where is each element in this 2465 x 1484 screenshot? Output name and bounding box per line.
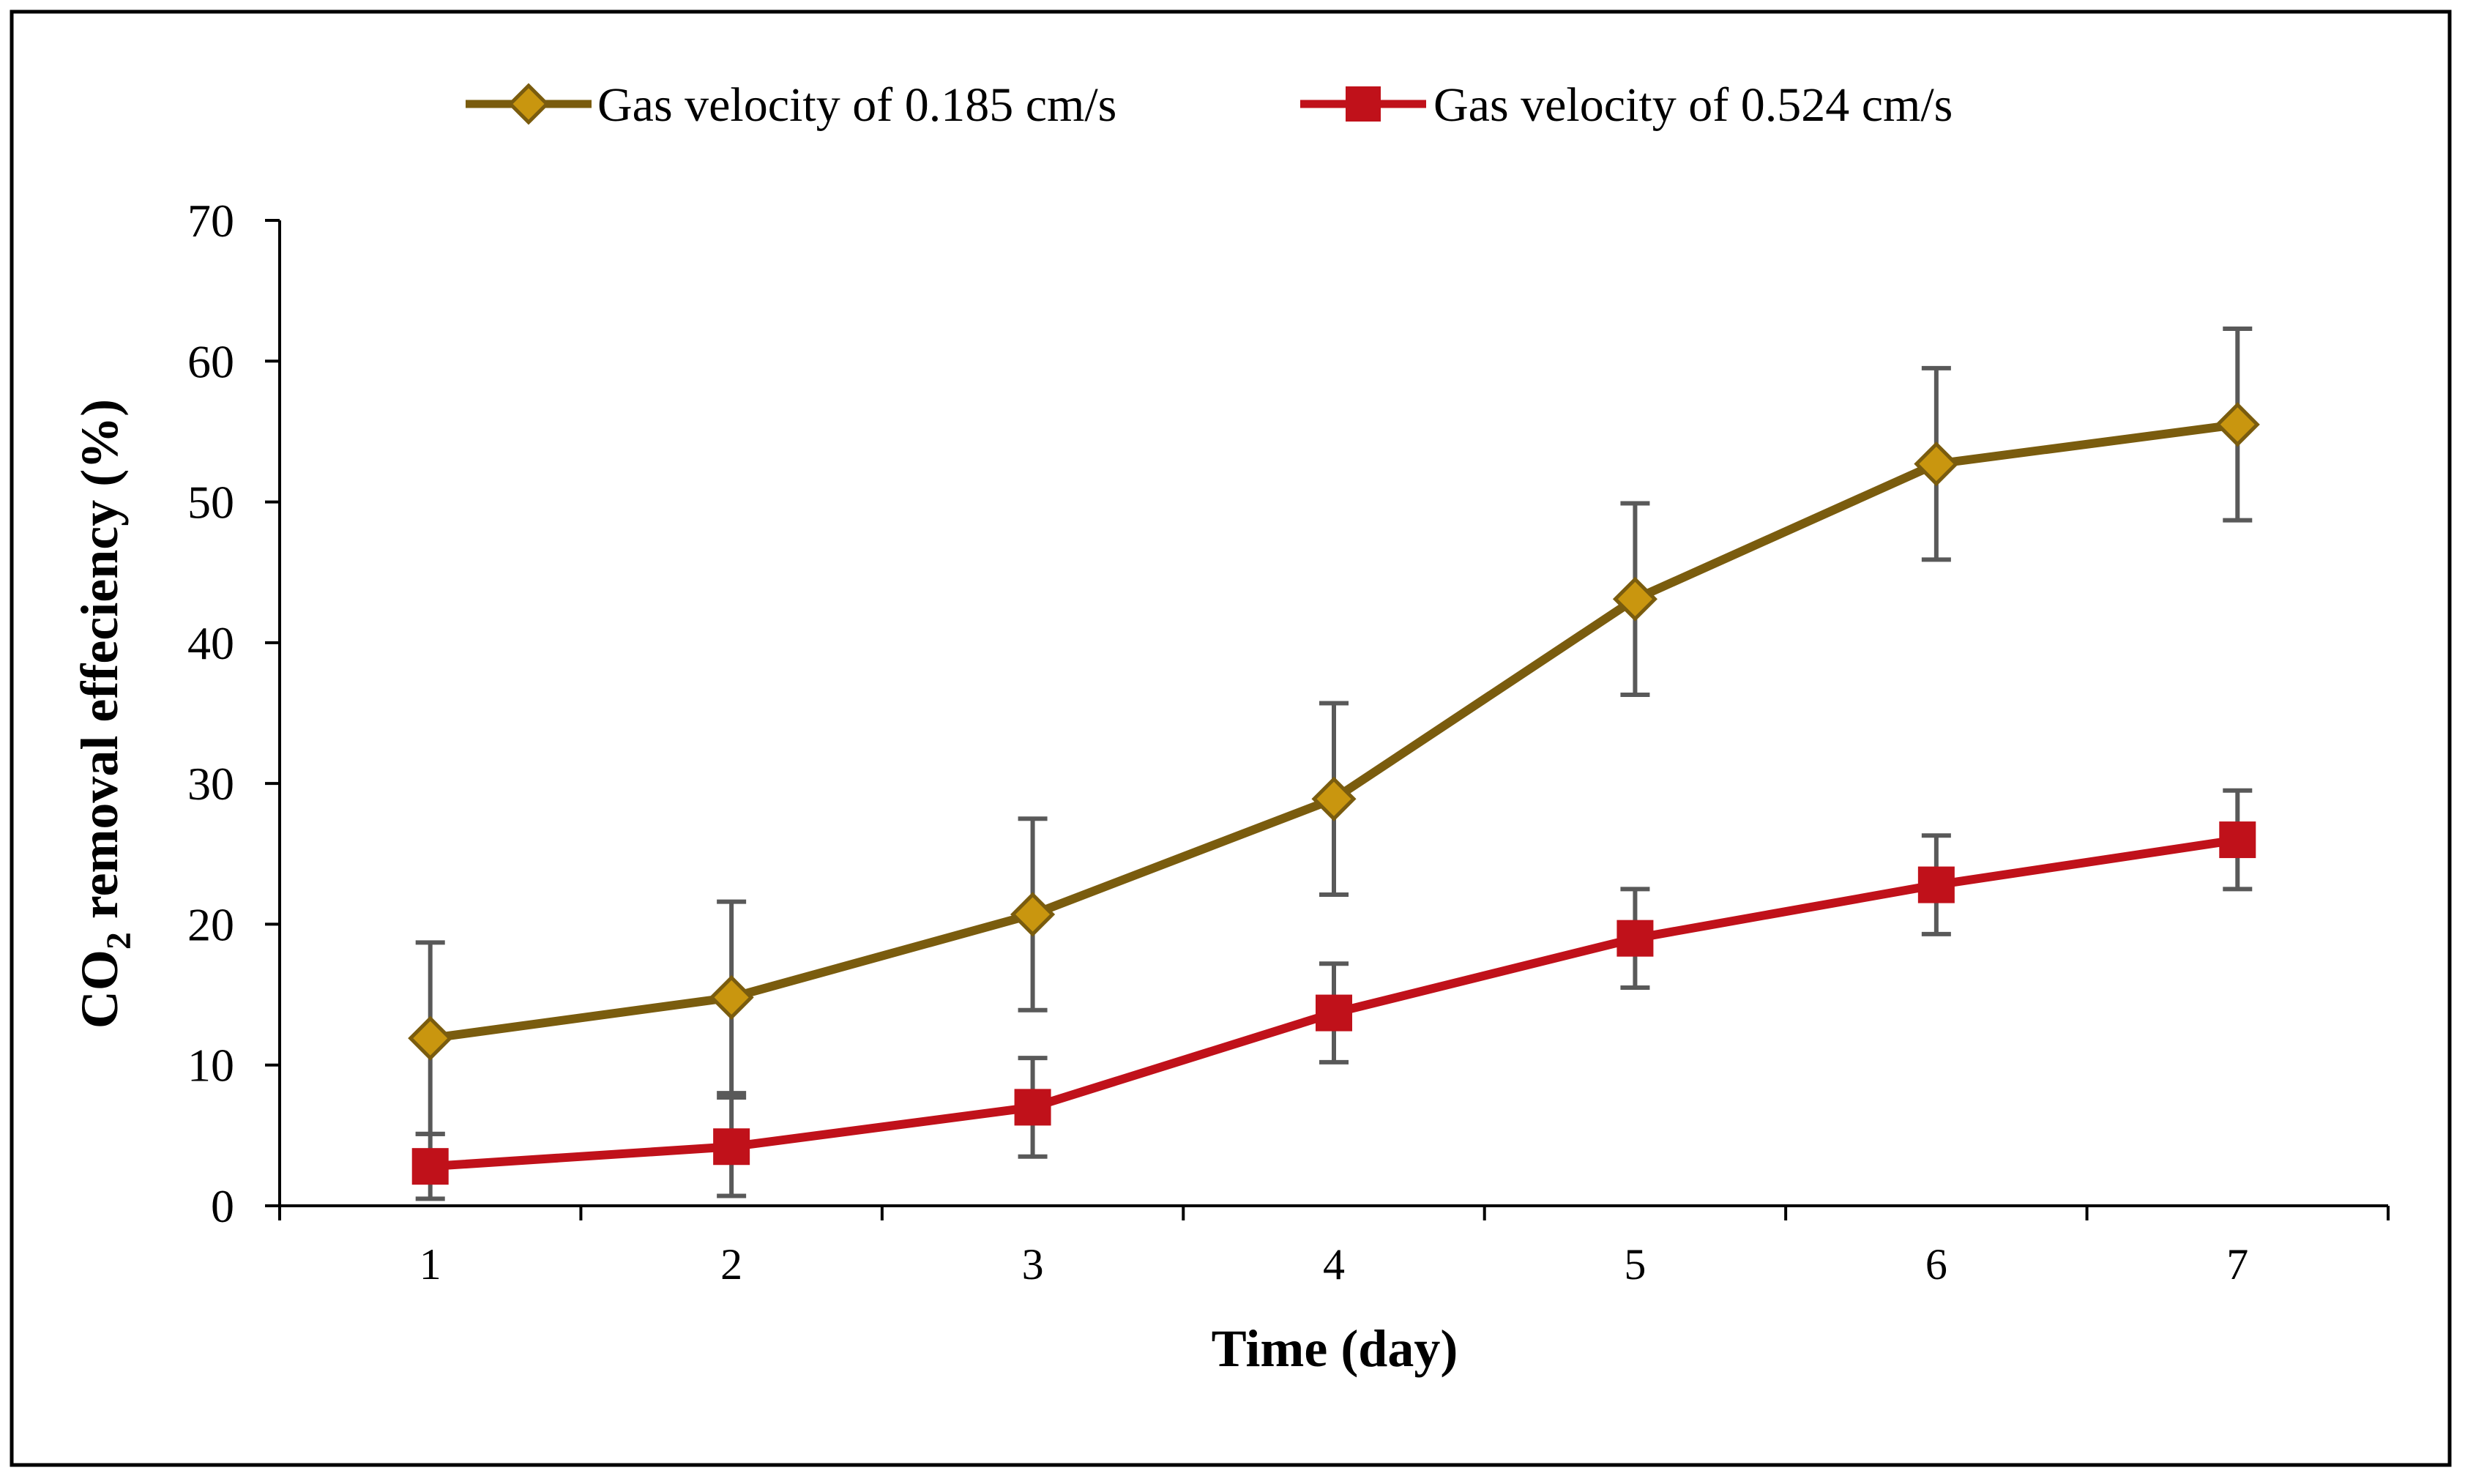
series-1-point	[1010, 892, 1056, 937]
legend-entry-series-2: Gas velocity of 0.524 cm/s	[1300, 78, 1953, 132]
axes	[265, 219, 2390, 1220]
y-tick-label: 10	[187, 1040, 234, 1092]
x-tick-label: 7	[2226, 1240, 2248, 1289]
x-tick-label: 5	[1624, 1240, 1646, 1289]
y-axis-label-prefix: CO	[70, 950, 129, 1029]
x-tick-label: 1	[419, 1240, 441, 1289]
y-axis-label: CO2 removal effeciency (%)	[70, 399, 138, 1029]
y-tick-label: 20	[187, 898, 234, 950]
series-2-point	[1917, 866, 1955, 903]
y-tick-label: 30	[187, 758, 234, 810]
y-tick-label: 60	[187, 335, 234, 387]
chart-border	[10, 10, 2452, 1467]
legend-entry-series-1: Gas velocity of 0.185 cm/s	[466, 78, 1116, 132]
x-tick-labels: 1 2 3 4 5 6 7	[419, 1240, 2249, 1289]
y-axis-label-subscript: 2	[100, 932, 138, 950]
series-2-point	[713, 1128, 750, 1166]
legend-label-series-1: Gas velocity of 0.185 cm/s	[597, 78, 1116, 132]
y-tick-label: 40	[187, 617, 234, 669]
x-axis-label: Time (day)	[1212, 1319, 1458, 1378]
series-2-point	[1616, 920, 1654, 957]
series-2-point	[2219, 821, 2256, 859]
y-tick-label: 70	[187, 195, 234, 247]
y-tick-label: 0	[211, 1180, 234, 1232]
legend-marker-series-2	[1346, 86, 1381, 122]
series-1-point	[1311, 776, 1357, 821]
x-tick-label: 6	[1925, 1240, 1947, 1289]
legend: Gas velocity of 0.185 cm/s Gas velocity …	[466, 78, 1953, 132]
y-tick-label: 50	[187, 477, 234, 529]
legend-label-series-2: Gas velocity of 0.524 cm/s	[1433, 78, 1953, 132]
x-tick-label: 2	[720, 1240, 742, 1289]
series-markers	[408, 402, 2260, 1185]
series-1-point	[1914, 441, 1959, 487]
x-tick-label: 4	[1323, 1240, 1345, 1289]
series-1-point	[709, 974, 754, 1020]
y-tick-labels: 0 10 20 30 40 50 60 70	[187, 195, 234, 1232]
series-2-point	[1316, 994, 1352, 1032]
y-axis-label-suffix: removal effeciency (%)	[70, 399, 129, 932]
x-tick-label: 3	[1022, 1240, 1044, 1289]
legend-marker-series-1	[507, 83, 550, 125]
series-2-point	[1014, 1089, 1051, 1126]
series-1-point	[1612, 576, 1657, 622]
series-1-point	[2215, 402, 2260, 447]
series-2-point	[411, 1148, 449, 1185]
series-1-point	[408, 1015, 453, 1061]
